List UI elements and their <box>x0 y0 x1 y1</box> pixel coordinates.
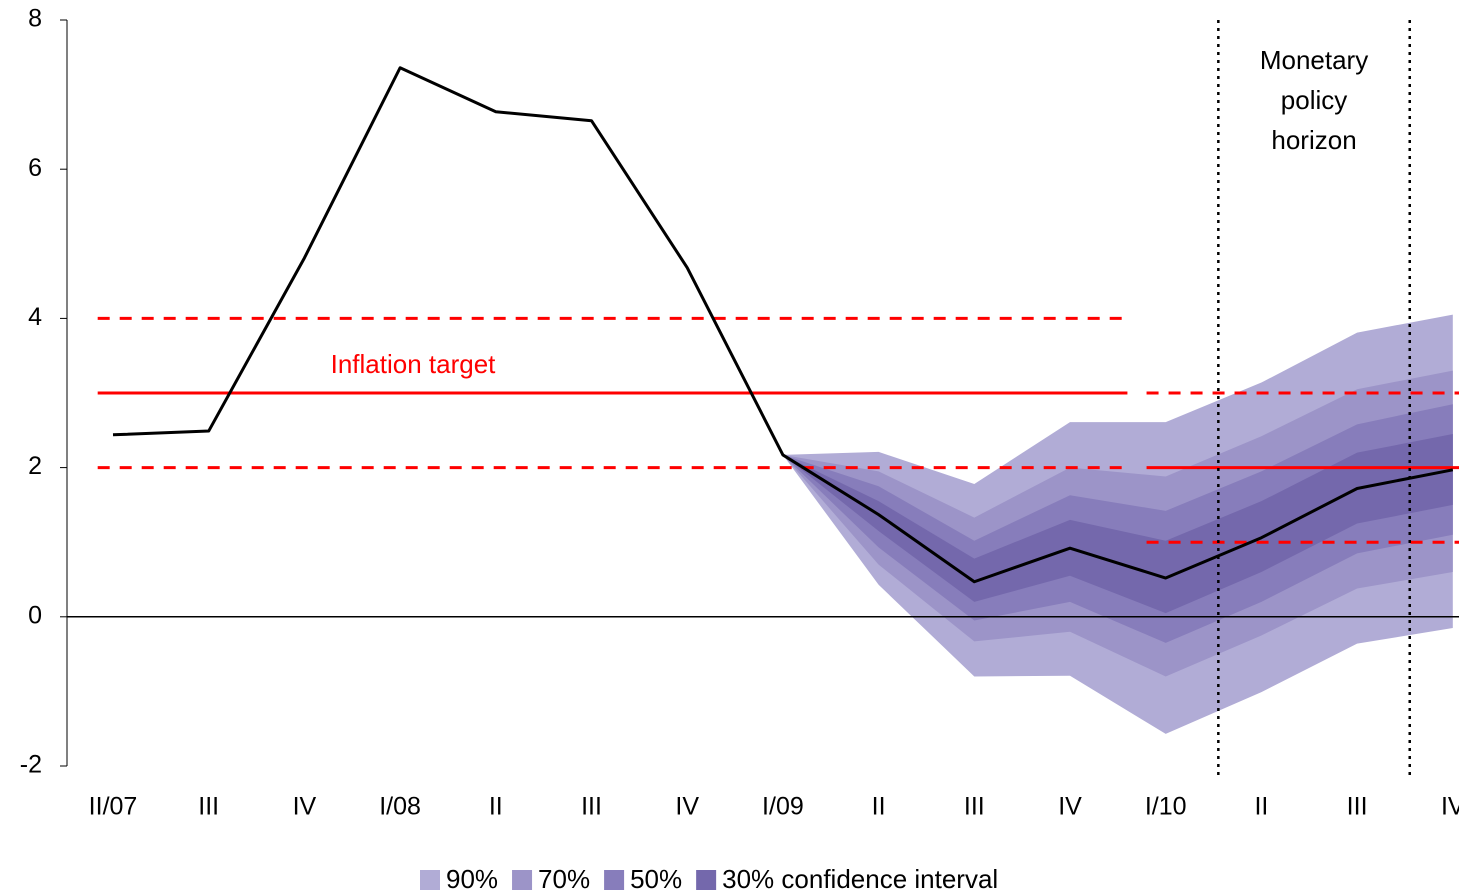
x-tick-label: III <box>198 793 219 821</box>
y-tick-label: 4 <box>28 303 42 331</box>
x-tick-label: II/07 <box>89 793 138 821</box>
x-tick-label: II <box>489 793 503 821</box>
legend-label: 30% confidence interval <box>722 864 998 893</box>
legend-swatch <box>420 870 440 890</box>
x-tick-label: IV <box>675 793 699 821</box>
x-tick-label: II <box>1254 793 1268 821</box>
x-tick-label: IV <box>1441 793 1459 821</box>
data-line <box>112 66 1454 584</box>
x-tick-label: III <box>581 793 602 821</box>
y-tick-label: -2 <box>20 751 42 779</box>
legend-label: 70% <box>538 864 590 893</box>
y-tick-label: 0 <box>28 601 42 629</box>
x-tick-label: IV <box>1058 793 1082 821</box>
x-tick-label: IV <box>293 793 317 821</box>
x-tick-label: III <box>1347 793 1368 821</box>
legend-swatch <box>604 870 625 890</box>
legend-swatch <box>696 870 717 890</box>
horizon-label: Monetary policy horizon <box>1259 45 1369 155</box>
x-tick-label: I/09 <box>762 793 804 821</box>
target-label: Inflation target <box>331 349 497 379</box>
y-tick-label: 6 <box>28 154 42 182</box>
y-tick-label: 2 <box>28 452 42 480</box>
x-tick-label: III <box>964 793 985 821</box>
x-tick-label: I/10 <box>1145 793 1187 821</box>
legend-label: 90% <box>446 864 498 893</box>
legend-swatch <box>512 870 533 890</box>
x-tick-label: II <box>872 793 886 821</box>
legend-label: 50% <box>630 864 682 893</box>
y-tick-label: 8 <box>28 5 42 33</box>
confidence-band <box>782 434 1453 614</box>
x-tick-label: I/08 <box>379 793 421 821</box>
